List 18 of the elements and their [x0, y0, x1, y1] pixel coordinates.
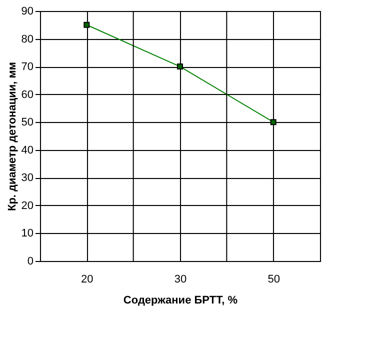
y-tick-label: 80 — [21, 33, 34, 46]
y-tick-label: 30 — [21, 172, 34, 184]
point — [270, 119, 276, 126]
x-tick-label: 30 — [174, 274, 187, 286]
x-tick-label: 20 — [81, 274, 94, 286]
point — [84, 22, 90, 28]
y-tick-label: 10 — [21, 228, 34, 240]
y-tick-label: 40 — [21, 144, 34, 156]
y-tick-label: 20 — [21, 200, 34, 212]
x-axis-title: Содержание БРТТ, % — [123, 294, 238, 306]
y-tick-label: 70 — [21, 61, 34, 74]
y-axis-title: Кр. диаметр детонации, мм — [6, 62, 18, 212]
y-tick-label: 90 — [21, 6, 34, 18]
point — [177, 64, 183, 70]
y-tick-label: 60 — [21, 88, 34, 101]
x-tick-label: 50 — [268, 274, 280, 286]
y-tick-label: 50 — [21, 116, 34, 129]
y-tick-label: 0 — [27, 256, 34, 268]
